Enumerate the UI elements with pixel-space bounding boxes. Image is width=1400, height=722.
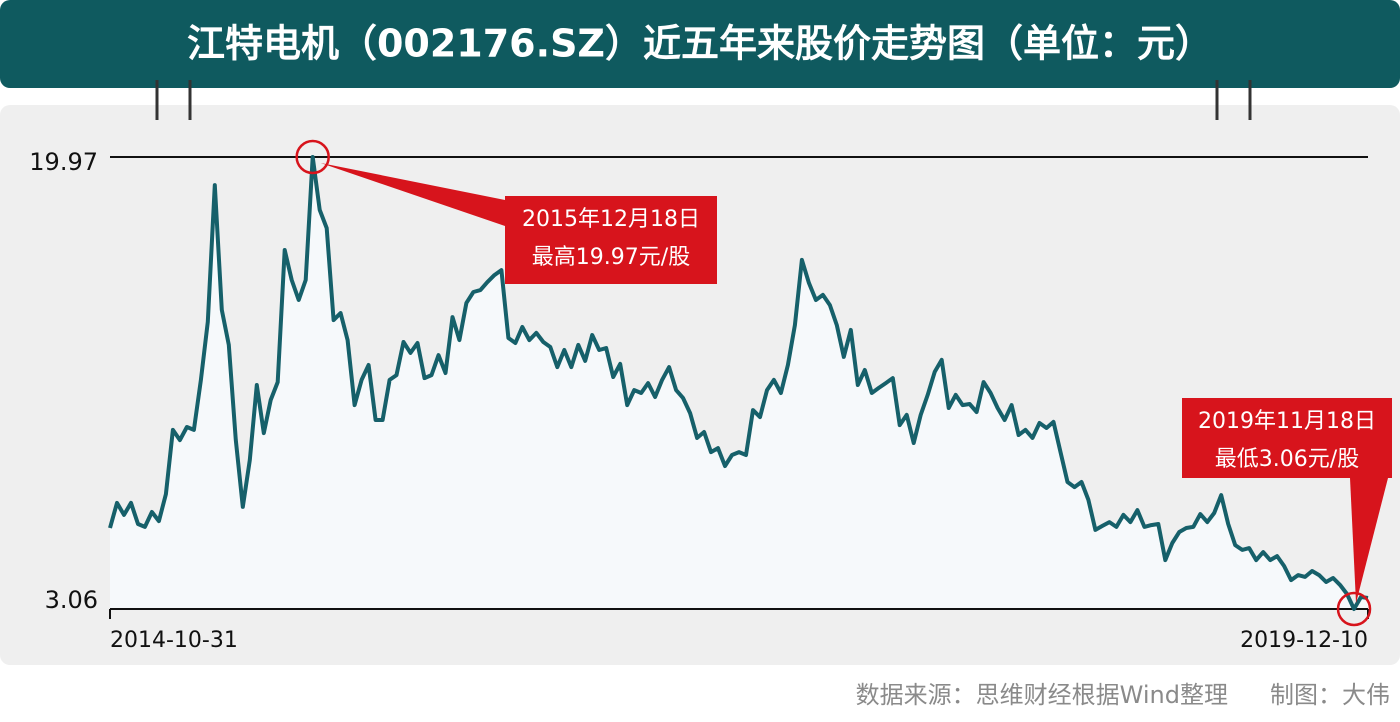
highlight-circle [295, 139, 330, 175]
callout-box [1182, 398, 1392, 478]
chart-title: 江特电机（002176.SZ）近五年来股价走势图（单位：元） [187, 22, 1213, 66]
callout-text: 最高19.97元/股 [532, 245, 690, 270]
callout-pointer [1350, 478, 1388, 603]
source: 数据来源：思维财经根据Wind整理 [856, 681, 1228, 709]
decor-ticks [155, 80, 1252, 120]
callout-box [505, 196, 717, 284]
callout-pointer [320, 163, 505, 226]
y-tick-label: 3.06 [45, 586, 98, 614]
y-tick-label: 19.97 [29, 148, 98, 176]
title-bar [0, 0, 1400, 88]
line [108, 155, 1369, 611]
callout-text: 最低3.06元/股 [1215, 447, 1359, 472]
callout-text: 2015年12月18日 [522, 207, 700, 232]
credit: 制图：大伟 [1270, 681, 1390, 709]
x-tick-label: 2019-12-10 [1240, 628, 1368, 653]
x-tick-label: 2014-10-31 [110, 628, 238, 653]
callout-text: 2019年11月18日 [1198, 409, 1376, 434]
highlight-circle [1336, 591, 1372, 627]
area [110, 157, 1368, 609]
